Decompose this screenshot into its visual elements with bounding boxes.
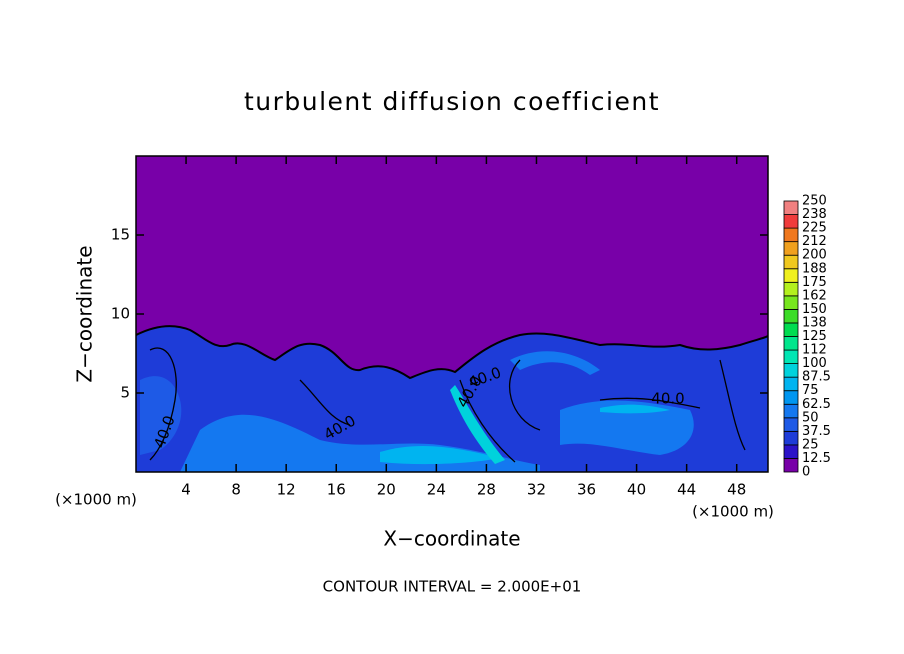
- colorbar-box: [783, 417, 799, 432]
- contour-label: 40.0: [651, 390, 684, 408]
- chart-title: turbulent diffusion coefficient: [244, 87, 660, 116]
- colorbar-box: [783, 281, 799, 297]
- colorbar-box: [783, 214, 799, 229]
- field-region: [380, 445, 500, 465]
- field-region: [600, 404, 670, 414]
- x-tick-label: 44: [677, 481, 696, 499]
- x-tick-label: 36: [577, 481, 596, 499]
- x-tick-label: 20: [377, 481, 396, 499]
- field-region: [510, 351, 600, 375]
- colorbar-box: [783, 295, 799, 310]
- x-tick-label: 40: [627, 481, 646, 499]
- field-region: [140, 376, 182, 455]
- colorbar-label: 200: [802, 248, 827, 263]
- colorbar-label: 50: [802, 410, 819, 425]
- colorbar-label: 250: [802, 194, 827, 209]
- annotation: CONTOUR INTERVAL = 2.000E+01: [323, 578, 582, 596]
- colorbar-label: 138: [802, 315, 827, 330]
- colorbar-box: [783, 268, 799, 283]
- colorbar-label: 0: [802, 465, 810, 480]
- colorbar-box: [783, 254, 799, 270]
- colorbar-box: [783, 336, 799, 351]
- colorbar-label: 100: [802, 356, 827, 371]
- y-tick-label: 5: [120, 384, 130, 402]
- colorbar-label: 150: [802, 302, 827, 317]
- colorbar-label: 12.5: [802, 451, 831, 466]
- colorbar-label: 37.5: [802, 424, 831, 439]
- colorbar-label: 75: [802, 383, 819, 398]
- colorbar-label: 62.5: [802, 397, 831, 412]
- colorbar-label: 112: [802, 343, 827, 358]
- x-tick-label: 12: [277, 481, 296, 499]
- colorbar-label: 225: [802, 221, 827, 236]
- colorbar-box: [783, 376, 799, 392]
- x-tick-label: 32: [527, 481, 546, 499]
- colorbar-label: 188: [802, 261, 827, 276]
- colorbar-box: [783, 363, 799, 378]
- colorbar-box: [783, 390, 799, 405]
- y-tick-label: 10: [111, 305, 130, 323]
- colorbar-box: [783, 308, 799, 324]
- field-region: [560, 400, 694, 455]
- x-axis-label: X−coordinate: [383, 527, 520, 551]
- x-unit-label: (×1000 m): [55, 491, 137, 509]
- x-tick-label: 16: [327, 481, 346, 499]
- y-axis-label: Z−coordinate: [73, 245, 97, 382]
- colorbar-label: 87.5: [802, 370, 831, 385]
- colorbar-label: 212: [802, 234, 827, 249]
- colorbar-box: [783, 241, 799, 256]
- colorbar-label: 25: [802, 437, 819, 452]
- field: [135, 156, 769, 472]
- colorbar-label: 125: [802, 329, 827, 344]
- colorbar-label: 175: [802, 275, 827, 290]
- colorbar-box: [783, 322, 799, 337]
- x-tick-label: 48: [727, 481, 746, 499]
- y-tick-label: 15: [111, 226, 130, 244]
- x-tick-label: 28: [477, 481, 496, 499]
- colorbar-box: [783, 444, 799, 459]
- colorbar-label: 162: [802, 288, 827, 303]
- colorbar-box: [783, 458, 799, 473]
- x-tick-label: 8: [231, 481, 241, 499]
- x-tick-label: 24: [427, 481, 446, 499]
- colorbar-label: 238: [802, 207, 827, 222]
- x-tick-label: 4: [181, 481, 191, 499]
- colorbar-box: [783, 349, 799, 364]
- contour-line: [135, 325, 769, 380]
- contour-line: [149, 347, 746, 463]
- colorbar-box: [783, 430, 799, 446]
- colorbar-box: [783, 227, 799, 243]
- colorbar-box: [783, 403, 799, 419]
- colorbar-box: [783, 200, 799, 215]
- x-unit-label: (×1000 m): [692, 503, 774, 521]
- field-region: [450, 385, 505, 464]
